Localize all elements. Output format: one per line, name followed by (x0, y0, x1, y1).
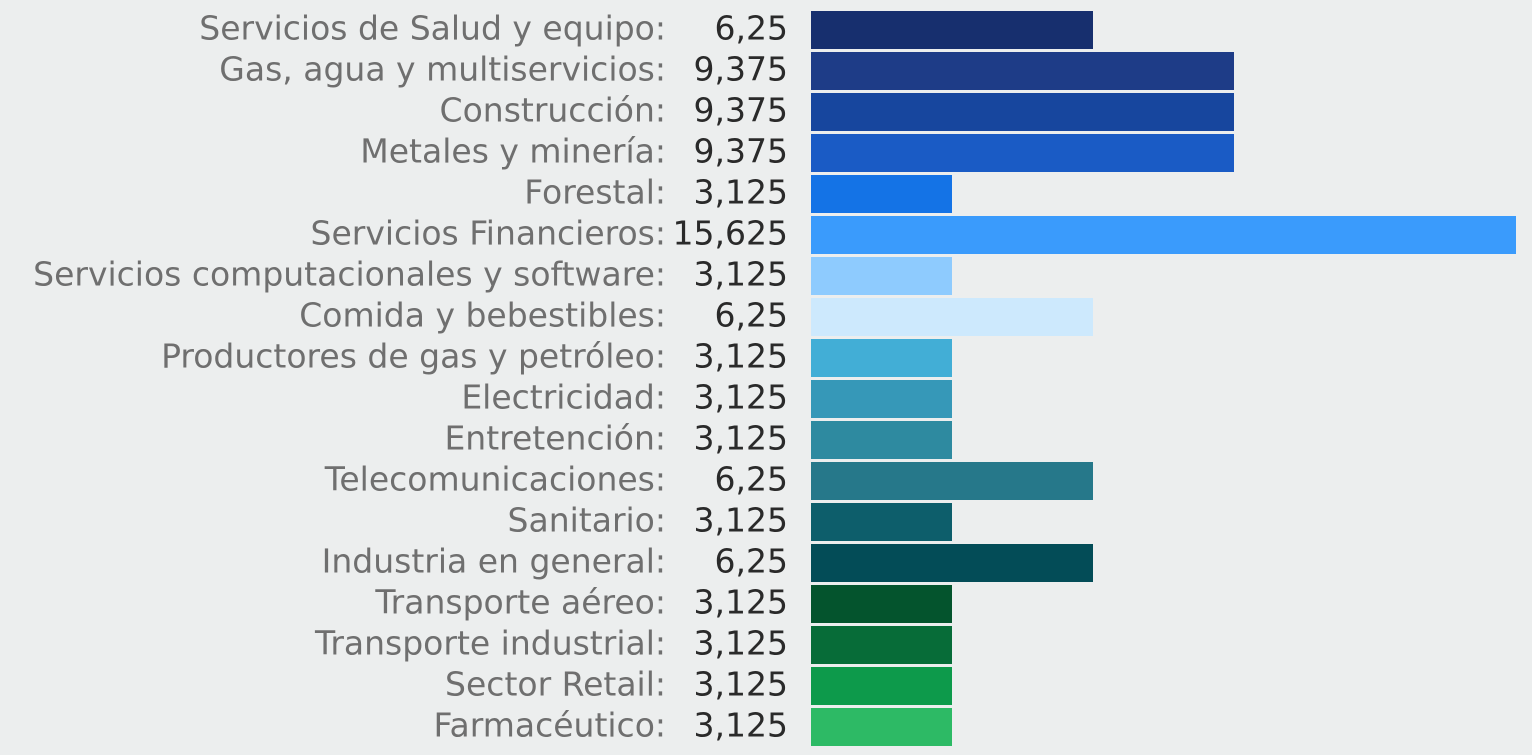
value-label: 6,25 (715, 542, 788, 581)
category-label: Industria en general: (322, 542, 666, 581)
value-label: 9,375 (694, 50, 788, 89)
value-label: 3,125 (694, 337, 788, 376)
bar (811, 93, 1234, 131)
value-label: 3,125 (694, 173, 788, 212)
bar (811, 708, 952, 746)
value-label: 3,125 (694, 583, 788, 622)
value-label: 9,375 (694, 132, 788, 171)
category-label: Telecomunicaciones: (324, 460, 666, 499)
bar (811, 585, 952, 623)
bar (811, 257, 952, 295)
bar (811, 298, 1093, 336)
category-label: Electricidad: (461, 378, 666, 417)
category-label: Sector Retail: (445, 665, 666, 704)
bar (811, 421, 952, 459)
value-label: 6,25 (715, 460, 788, 499)
bar (811, 52, 1234, 90)
value-label: 3,125 (694, 706, 788, 745)
category-label: Gas, agua y multiservicios: (219, 50, 666, 89)
category-label: Construcción: (440, 91, 666, 130)
bar (811, 380, 952, 418)
value-label: 6,25 (715, 9, 788, 48)
value-label: 3,125 (694, 501, 788, 540)
bar (811, 216, 1516, 254)
category-label: Entretención: (444, 419, 666, 458)
bar (811, 626, 952, 664)
category-label: Servicios de Salud y equipo: (199, 9, 666, 48)
value-label: 3,125 (694, 255, 788, 294)
category-label: Transporte industrial: (314, 624, 666, 663)
bar (811, 134, 1234, 172)
bar (811, 503, 952, 541)
bar (811, 667, 952, 705)
value-label: 9,375 (694, 91, 788, 130)
category-label: Farmacéutico: (434, 706, 666, 745)
bar (811, 462, 1093, 500)
value-label: 6,25 (715, 296, 788, 335)
bar (811, 339, 952, 377)
value-label: 15,625 (673, 214, 788, 253)
value-label: 3,125 (694, 665, 788, 704)
value-label: 3,125 (694, 378, 788, 417)
bar (811, 11, 1093, 49)
category-label: Forestal: (524, 173, 666, 212)
value-label: 3,125 (694, 624, 788, 663)
category-label: Metales y minería: (360, 132, 666, 171)
category-label: Transporte aéreo: (374, 583, 666, 622)
category-label: Sanitario: (508, 501, 666, 540)
bar (811, 175, 952, 213)
category-label: Comida y bebestibles: (299, 296, 666, 335)
category-label: Servicios Financieros: (311, 214, 666, 253)
bar (811, 544, 1093, 582)
value-label: 3,125 (694, 419, 788, 458)
category-label: Productores de gas y petróleo: (161, 337, 666, 376)
category-label: Servicios computacionales y software: (33, 255, 666, 294)
